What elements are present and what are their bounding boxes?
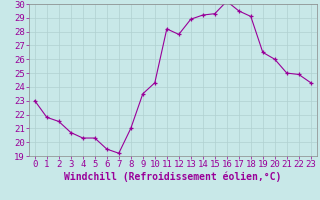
X-axis label: Windchill (Refroidissement éolien,°C): Windchill (Refroidissement éolien,°C) bbox=[64, 172, 282, 182]
